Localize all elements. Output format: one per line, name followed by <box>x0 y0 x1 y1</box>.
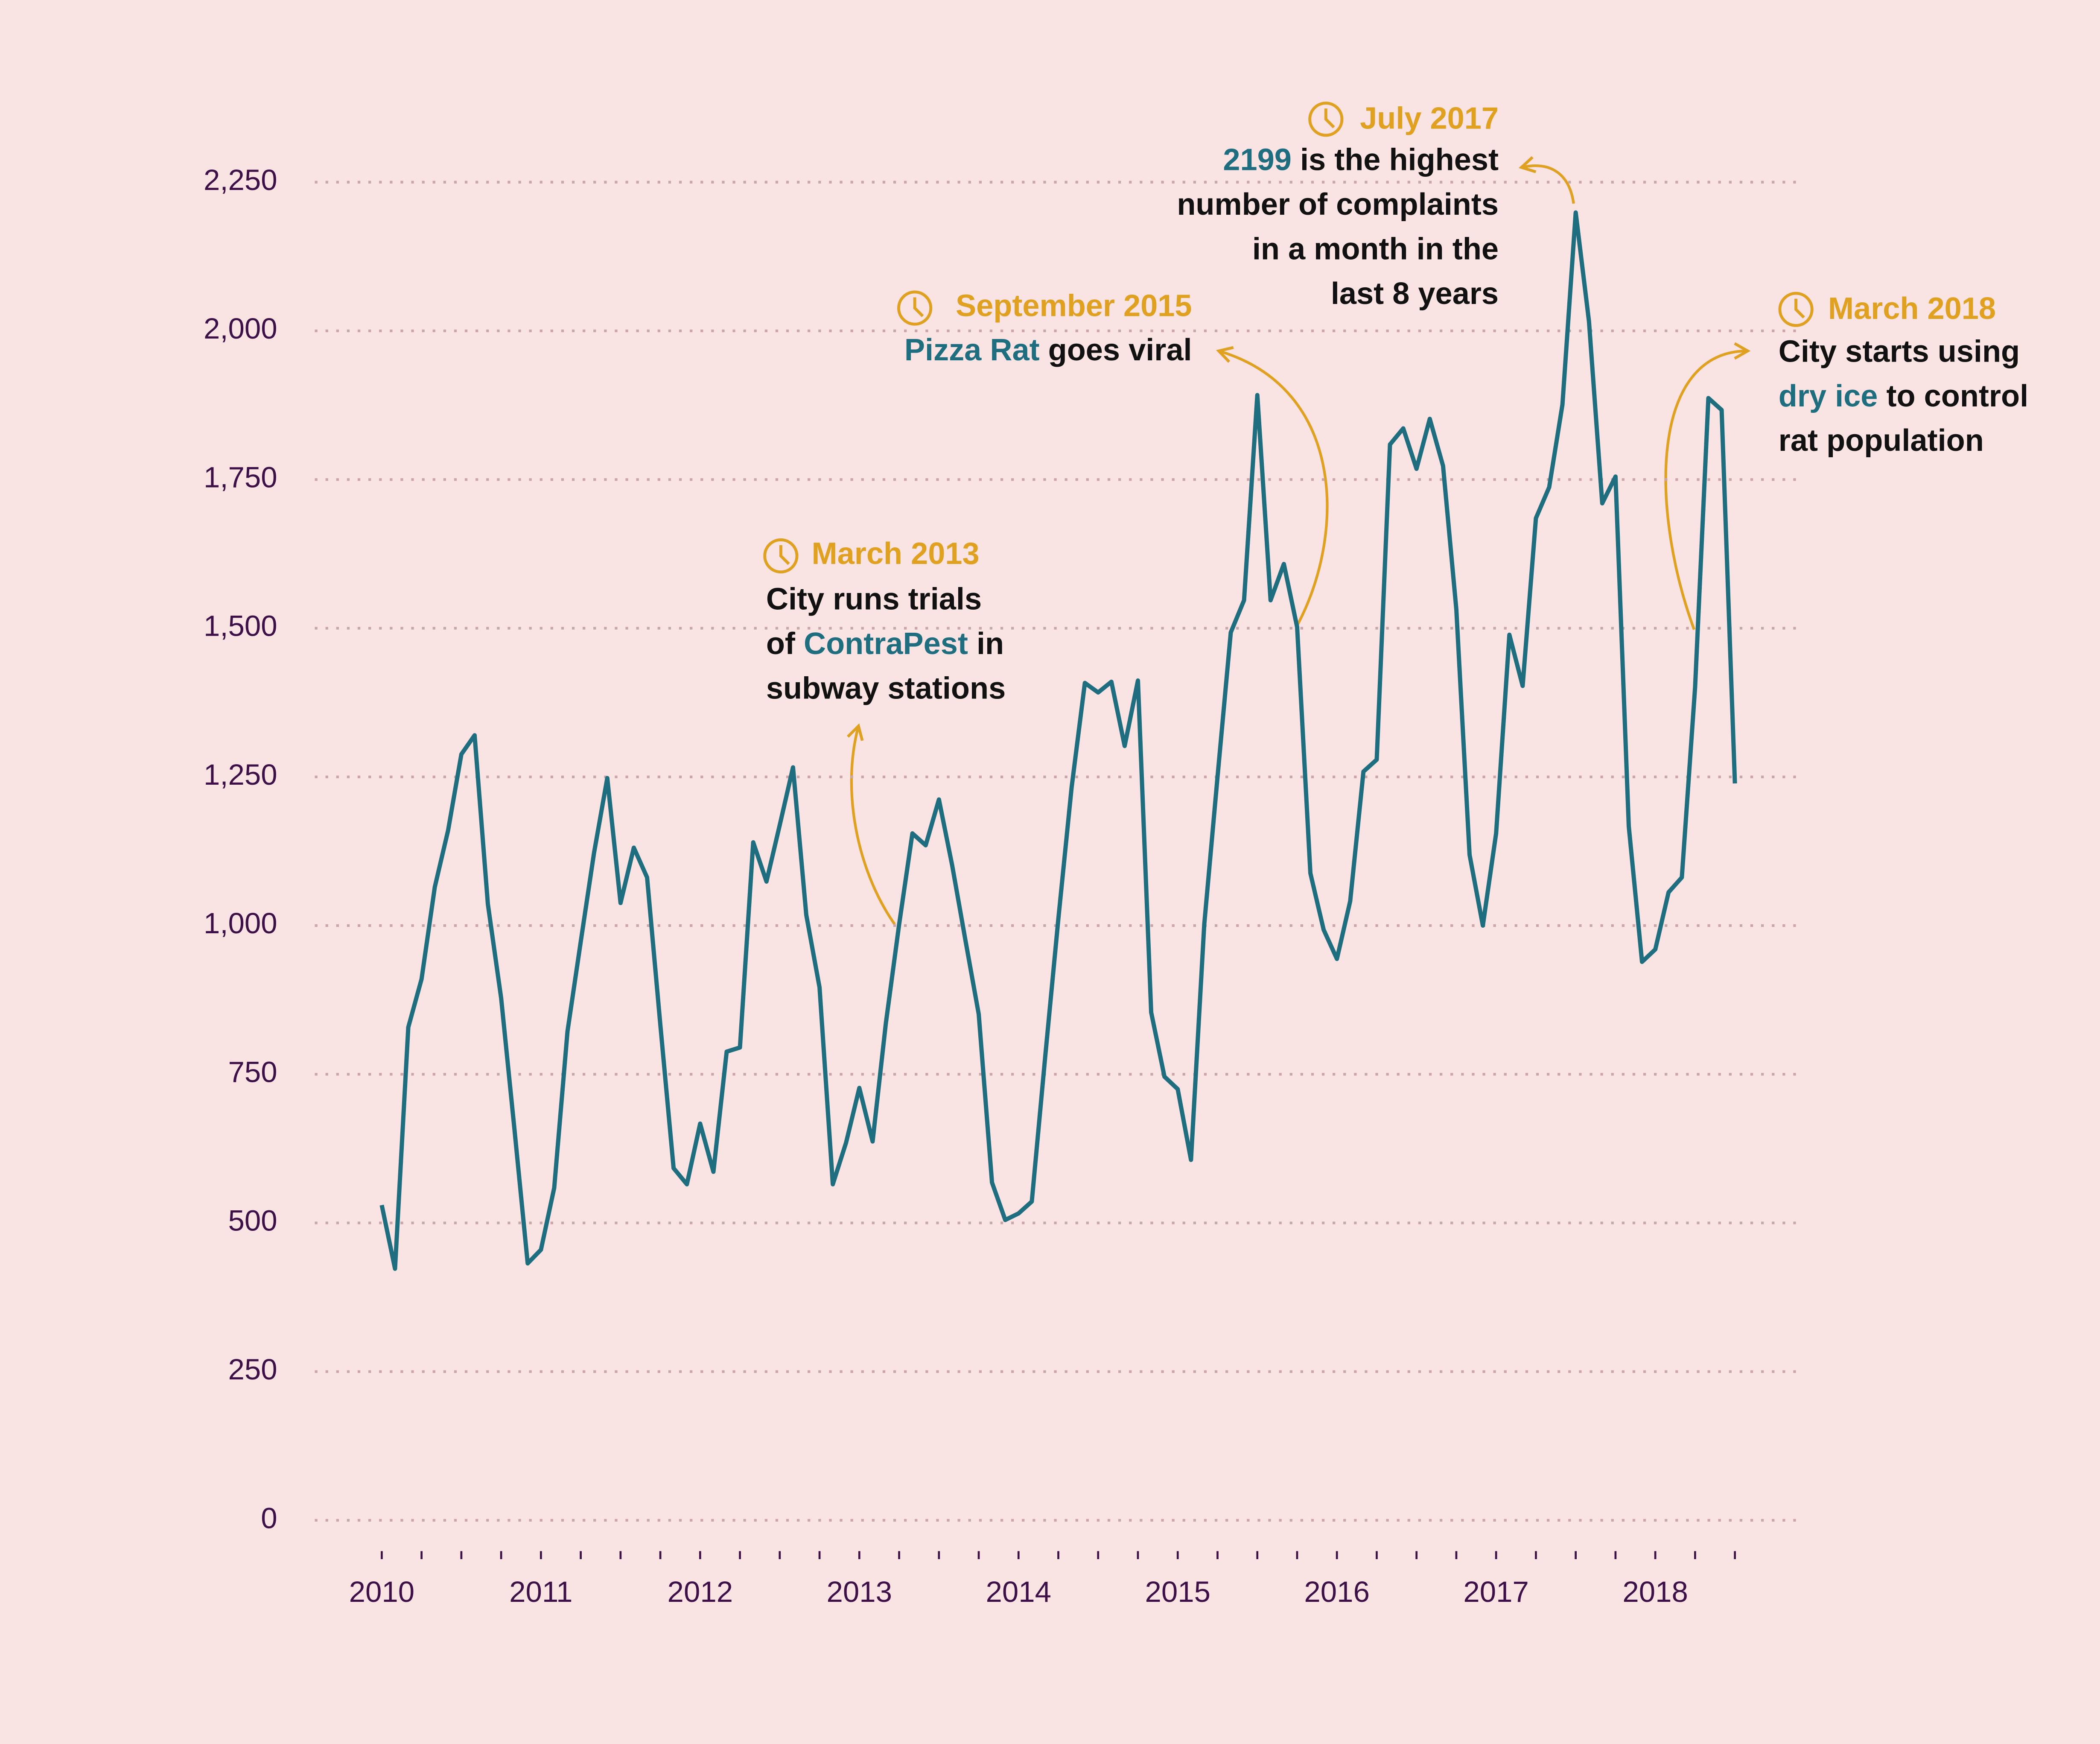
clock-icons <box>763 102 1814 574</box>
arrow <box>1664 342 1751 630</box>
annotation-text: is the highest <box>1292 143 1499 177</box>
y-tick-label: 2,250 <box>204 164 277 196</box>
annotation-title: March 2013 <box>812 537 980 571</box>
annotation-title: September 2015 <box>956 289 1192 323</box>
annotation-text: rat population <box>1779 424 1984 458</box>
annotation-text: subway stations <box>766 672 1006 706</box>
x-tick-label: 2017 <box>1463 1575 1529 1608</box>
annotation-text: to control <box>1878 379 2028 413</box>
annotation-line: subway stations <box>766 672 1006 706</box>
annotation-line: in a month in the <box>1252 232 1499 266</box>
x-tick-label: 2011 <box>509 1575 572 1608</box>
annotation-line: rat population <box>1779 424 1984 458</box>
annotation-title: July 2017 <box>1360 101 1499 135</box>
x-tick-label: 2018 <box>1622 1575 1688 1608</box>
x-tick-label: 2010 <box>349 1575 415 1608</box>
y-tick-label: 250 <box>228 1353 277 1386</box>
y-tick-label: 1,750 <box>204 461 277 494</box>
annotation-text: City runs trials <box>766 582 982 616</box>
annotation-line: of ContraPest in <box>766 627 1004 661</box>
arrows <box>847 156 1751 925</box>
annotation-text: City starts using <box>1779 334 2020 368</box>
annotation-line: 2199 is the highest <box>1223 143 1499 177</box>
annotation-line: last 8 years <box>1331 277 1499 311</box>
y-tick-label: 0 <box>261 1502 277 1534</box>
annotation-text: in a month in the <box>1252 232 1499 266</box>
annotation-text: Pizza Rat <box>904 333 1040 367</box>
y-tick-label: 2,000 <box>204 312 277 345</box>
y-tick-label: 750 <box>228 1055 277 1088</box>
arrow <box>1518 156 1575 204</box>
x-tick-label: 2013 <box>827 1575 892 1608</box>
annotation-text: dry ice <box>1779 379 1878 413</box>
y-tick-label: 1,500 <box>204 610 277 643</box>
clock-icon <box>1308 102 1344 137</box>
arrow <box>847 723 896 925</box>
annotation-line: Pizza Rat goes viral <box>904 333 1192 367</box>
annotation-text: in <box>968 627 1004 661</box>
annotation-text: of <box>766 627 804 661</box>
annotation-text: goes viral <box>1040 333 1192 367</box>
clock-icon <box>897 290 933 326</box>
annotation-line: dry ice to control <box>1779 379 2028 413</box>
annotation-title: March 2018 <box>1828 292 1996 326</box>
x-tick-label: 2012 <box>668 1575 733 1608</box>
annotation-text: number of complaints <box>1177 187 1499 222</box>
x-tick-label: 2014 <box>986 1575 1051 1608</box>
arrow <box>1216 346 1329 628</box>
clock-icon <box>763 538 799 574</box>
annotation-line: number of complaints <box>1177 187 1499 222</box>
y-tick-label: 1,000 <box>204 907 277 940</box>
x-tick-label: 2015 <box>1145 1575 1210 1608</box>
annotation-text: ContraPest <box>804 627 968 661</box>
y-tick-label: 1,250 <box>204 758 277 791</box>
y-tick-label: 500 <box>228 1204 277 1237</box>
annotation-line: City starts using <box>1779 334 2020 368</box>
annotation-text: last 8 years <box>1331 277 1499 311</box>
x-tick-label: 2016 <box>1304 1575 1370 1608</box>
annotation-text: 2199 <box>1223 143 1292 177</box>
data-line <box>379 210 1737 1271</box>
clock-icon <box>1778 292 1814 327</box>
annotation-line: City runs trials <box>766 582 982 616</box>
